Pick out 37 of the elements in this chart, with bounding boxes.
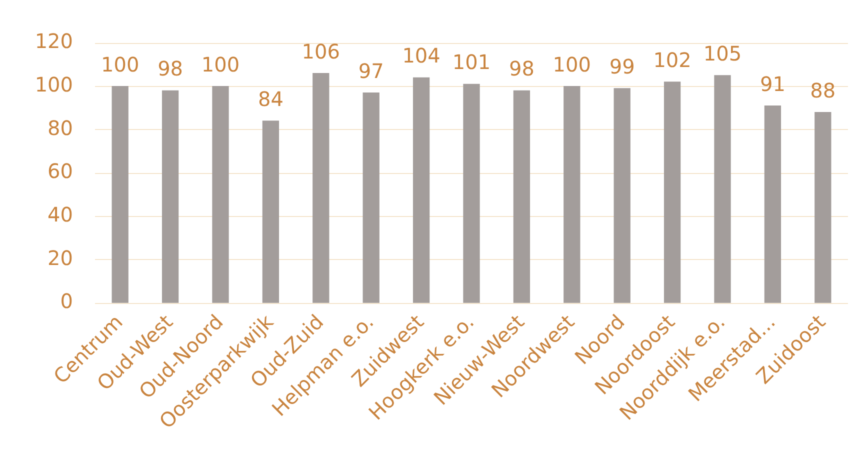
- data-label: 84: [258, 87, 284, 111]
- data-label: 99: [609, 54, 635, 78]
- bar: [814, 112, 832, 303]
- data-label: 100: [101, 52, 140, 76]
- bar: [714, 75, 731, 303]
- bar: [212, 86, 229, 303]
- data-label: 97: [358, 58, 384, 83]
- data-label: 91: [760, 72, 786, 96]
- bar: [112, 86, 128, 303]
- y-tick-label: 40: [48, 202, 73, 227]
- bar: [162, 90, 179, 303]
- bar: [312, 73, 330, 303]
- data-label: 105: [703, 42, 742, 66]
- bar: [564, 86, 580, 303]
- data-label: 88: [810, 78, 836, 102]
- data-label: 101: [452, 50, 491, 74]
- data-label: 100: [201, 52, 240, 76]
- y-tick-label: 120: [34, 29, 73, 54]
- bar: [362, 92, 380, 303]
- bar: [764, 106, 782, 303]
- bar: [513, 90, 530, 303]
- y-tick-label: 80: [48, 116, 73, 140]
- y-tick-label: 0: [60, 289, 73, 314]
- y-tick-label: 20: [48, 246, 73, 270]
- data-label: 106: [302, 39, 340, 64]
- bar: [463, 84, 480, 303]
- data-label: 102: [653, 48, 692, 72]
- y-tick-label: 60: [48, 159, 73, 184]
- bar: [664, 82, 681, 303]
- data-label: 98: [508, 56, 534, 81]
- y-tick-label: 100: [34, 72, 73, 97]
- bar: [262, 120, 280, 303]
- bar: [412, 77, 430, 303]
- data-label: 104: [402, 44, 440, 68]
- bar: [614, 88, 630, 303]
- data-label: 98: [158, 56, 184, 81]
- data-label: 100: [552, 52, 591, 76]
